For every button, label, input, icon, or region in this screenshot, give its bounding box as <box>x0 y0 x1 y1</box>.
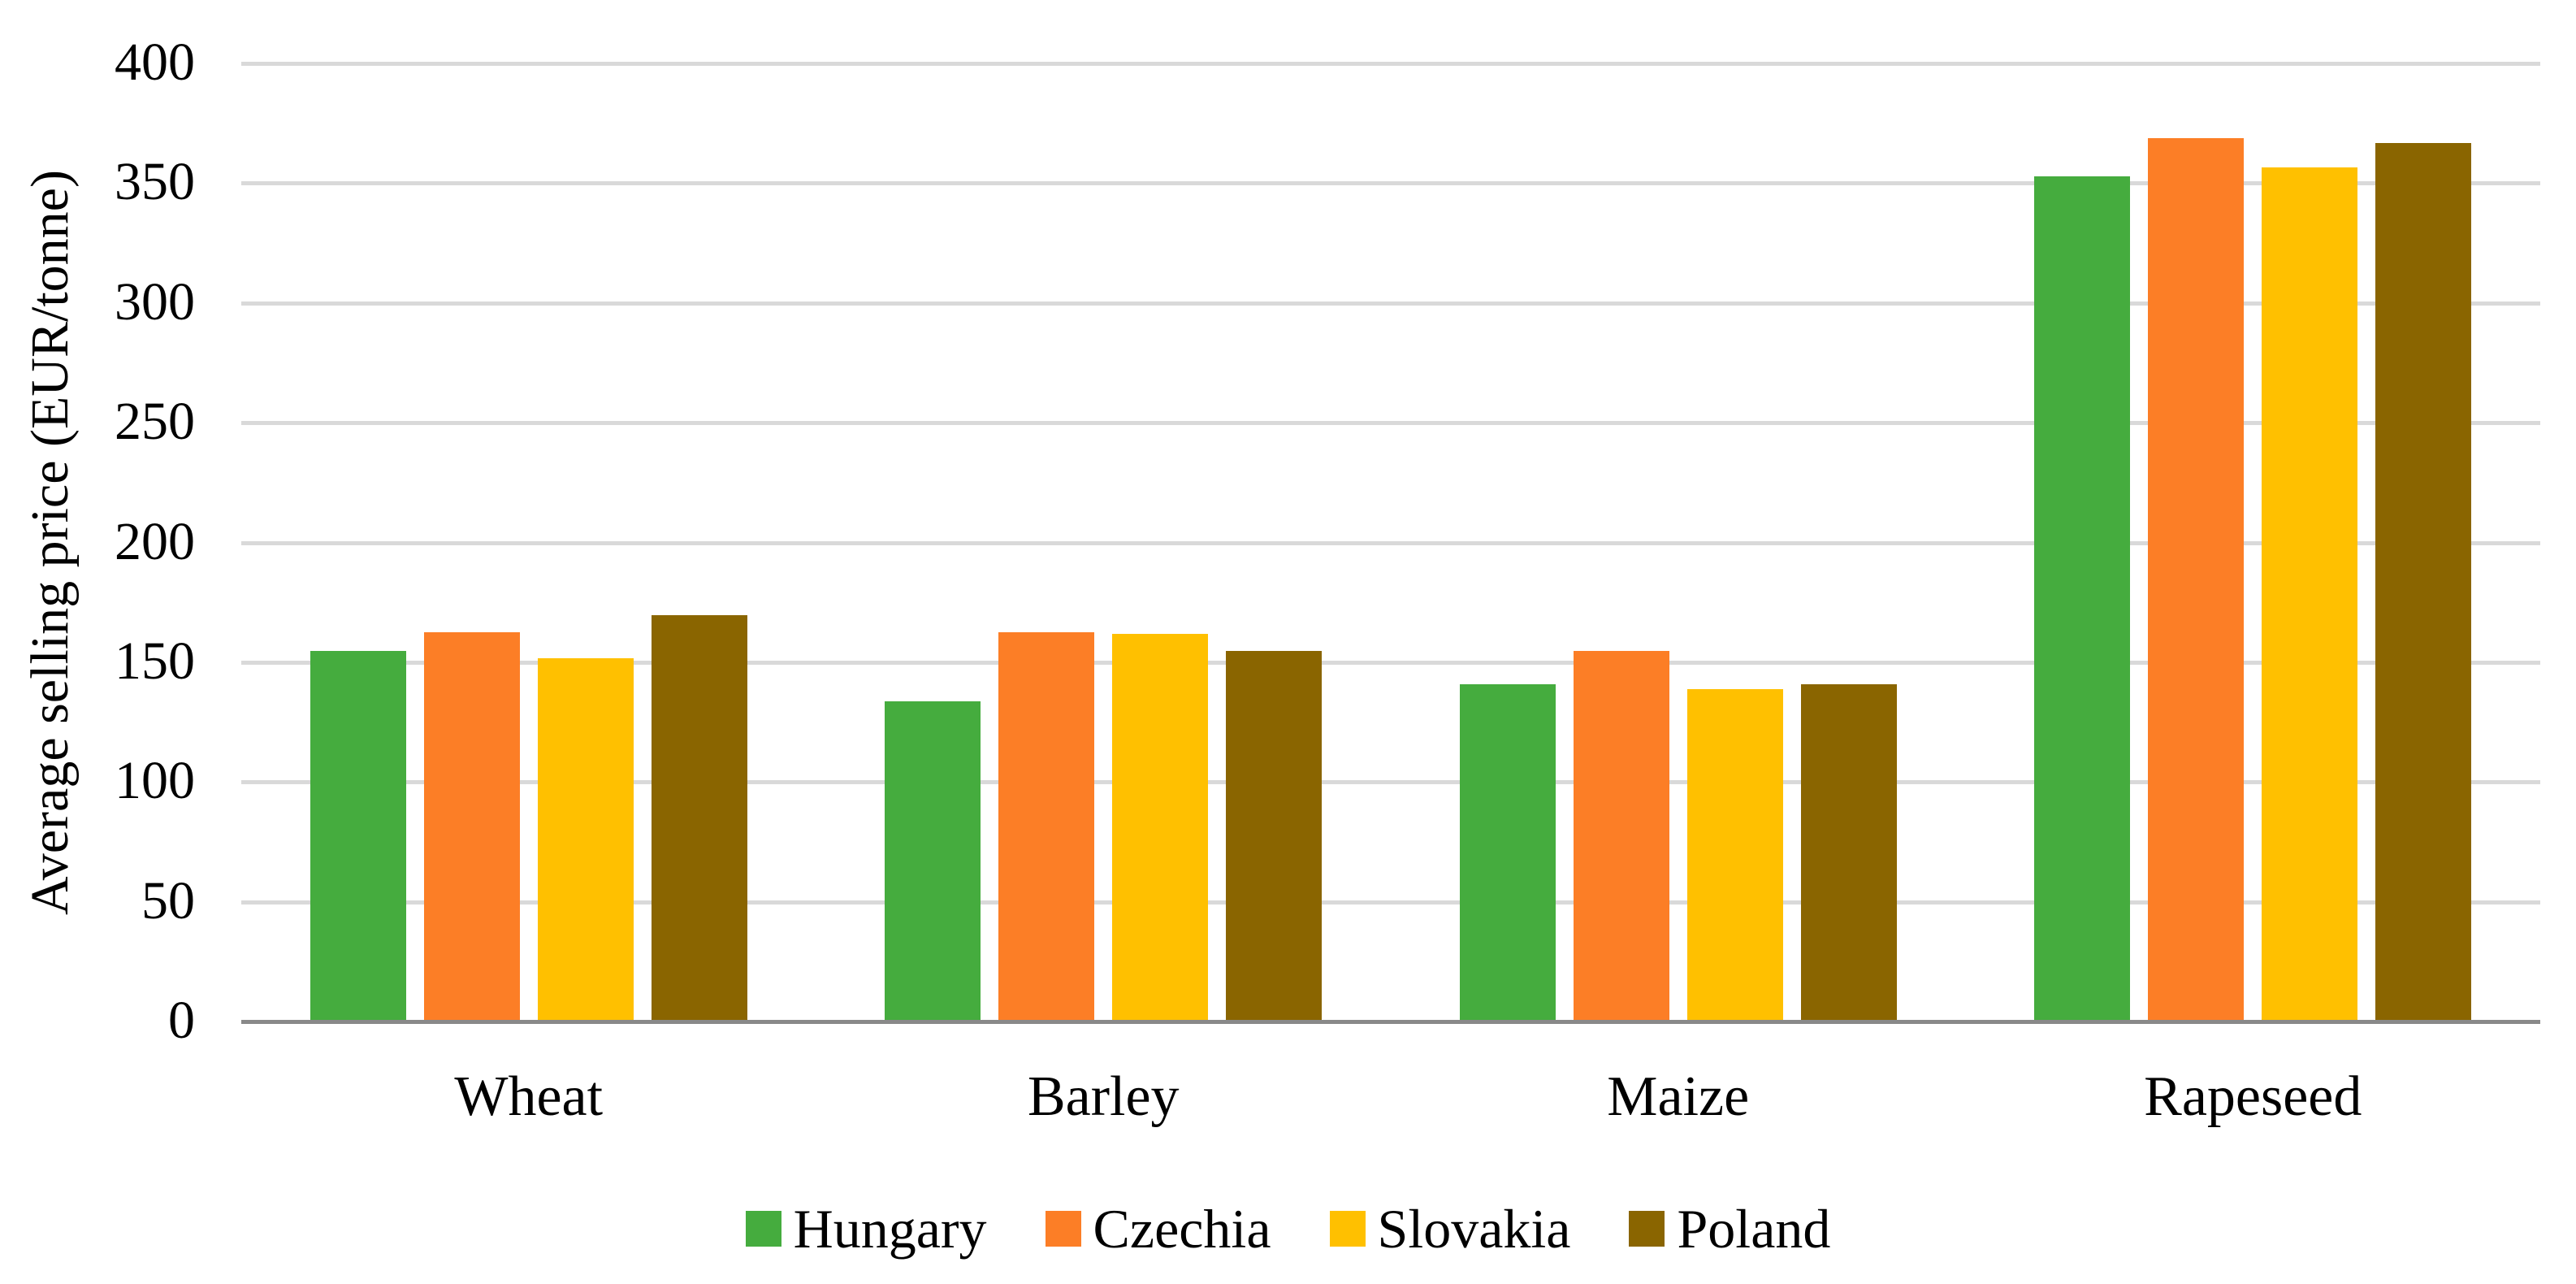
legend-label: Hungary <box>793 1198 987 1260</box>
gridline <box>241 421 2540 426</box>
bar-hungary-barley <box>885 701 981 1020</box>
x-category-label: Maize <box>1607 1065 1750 1128</box>
y-tick-label: 50 <box>141 870 195 930</box>
bar-czechia-rapeseed <box>2148 138 2245 1020</box>
legend-item-czechia: Czechia <box>1045 1198 1271 1260</box>
x-category-label: Rapeseed <box>2144 1065 2362 1128</box>
legend-swatch-icon <box>1329 1211 1366 1247</box>
bar-poland-maize <box>1800 684 1897 1020</box>
bar-slovakia-maize <box>1686 689 1783 1020</box>
bar-poland-wheat <box>651 614 747 1020</box>
legend: Hungary Czechia Slovakia Poland <box>0 1201 2576 1256</box>
x-category-label: Barley <box>1027 1065 1180 1128</box>
bar-poland-rapeseed <box>2375 143 2472 1020</box>
bar-hungary-wheat <box>310 651 406 1020</box>
bar-slovakia-barley <box>1112 634 1209 1020</box>
y-tick-label: 300 <box>115 271 195 332</box>
legend-swatch-icon <box>1045 1211 1081 1247</box>
bar-czechia-barley <box>998 631 1095 1020</box>
gridline <box>241 660 2540 665</box>
legend-item-poland: Poland <box>1629 1201 1830 1256</box>
gridline <box>241 62 2540 66</box>
x-axis-line <box>241 1020 2540 1024</box>
legend-label: Czechia <box>1093 1198 1271 1260</box>
bar-poland-barley <box>1226 651 1323 1020</box>
legend-item-slovakia: Slovakia <box>1329 1198 1571 1260</box>
gridline <box>241 181 2540 186</box>
gridline <box>241 780 2540 785</box>
legend-item-hungary: Hungary <box>745 1198 987 1260</box>
bar-hungary-maize <box>1459 684 1556 1020</box>
y-tick-label: 150 <box>115 631 195 691</box>
gridline <box>241 900 2540 904</box>
gridline <box>241 540 2540 545</box>
y-tick-label: 250 <box>115 392 195 452</box>
x-category-label: Wheat <box>454 1065 604 1128</box>
gridline <box>241 301 2540 306</box>
bar-slovakia-wheat <box>537 657 634 1020</box>
legend-swatch-icon <box>1629 1211 1665 1247</box>
bar-czechia-maize <box>1573 651 1669 1020</box>
y-tick-label: 0 <box>168 991 195 1050</box>
legend-label: Slovakia <box>1377 1198 1571 1260</box>
bar-czechia-wheat <box>423 631 520 1020</box>
y-tick-label: 350 <box>115 152 195 212</box>
bar-hungary-rapeseed <box>2034 176 2131 1020</box>
y-tick-label: 100 <box>115 751 195 811</box>
y-tick-label: 200 <box>115 511 195 571</box>
y-tick-label: 400 <box>115 33 195 92</box>
bar-slovakia-rapeseed <box>2262 167 2358 1020</box>
legend-label: Poland <box>1677 1198 1831 1260</box>
legend-swatch-icon <box>745 1211 781 1247</box>
